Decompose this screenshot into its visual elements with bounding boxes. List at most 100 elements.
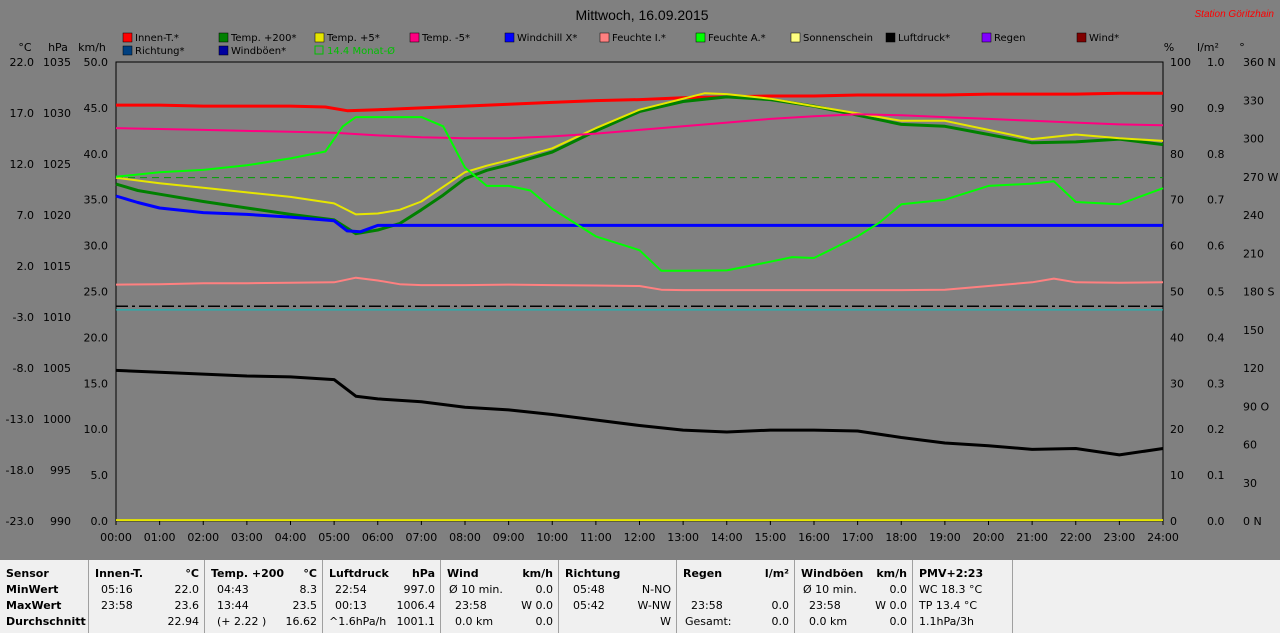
- y-tick-label: 0.2: [1207, 423, 1225, 436]
- legend-swatch: [885, 32, 896, 43]
- stats-cell: 22.94: [167, 615, 200, 628]
- stats-innen: Innen-T. °C 05:16 22.0 23:58 23.6 22.94: [88, 560, 205, 633]
- legend-label: Feuchte I.*: [612, 33, 666, 44]
- weather-chart: Mittwoch, 16.09.2015 Station Göritzhain …: [0, 0, 1280, 558]
- y-tick-label: 5.0: [91, 469, 109, 482]
- stats-cell: Gesamt:: [685, 615, 732, 628]
- stats-cell: 05:48: [573, 583, 605, 596]
- stats-innen-unit: °C: [185, 567, 199, 580]
- y-tick-label: 15.0: [84, 377, 109, 390]
- stats-cell: 23:58: [101, 599, 133, 612]
- y-tick-label: 7.0: [17, 209, 35, 222]
- x-tick-label: 02:00: [187, 531, 219, 544]
- stats-cell: N-NO: [641, 583, 671, 596]
- legend-swatch: [1076, 32, 1087, 43]
- y-tick-label: 240: [1243, 209, 1264, 222]
- legend-label: Luftdruck*: [898, 33, 950, 44]
- legend-label: Temp. -5*: [421, 33, 470, 44]
- y-tick-label: 0.8: [1207, 148, 1225, 161]
- x-tick-label: 05:00: [318, 531, 350, 544]
- temp-unit-label: °C: [18, 41, 32, 54]
- humidity-unit-label: %: [1164, 41, 1174, 54]
- stats-cell: W 0.0: [875, 599, 907, 612]
- x-tick-label: 21:00: [1016, 531, 1048, 544]
- wind-unit-label: km/h: [78, 41, 106, 54]
- stats-cell: 23.6: [174, 599, 200, 612]
- y-tick-label: -8.0: [13, 362, 34, 375]
- y-tick-label: 0.0: [91, 515, 109, 528]
- stats-cell: 0.0: [889, 583, 908, 596]
- stats-label-avg: Durchschnitt: [6, 615, 86, 628]
- stats-wind: Wind km/h Ø 10 min. 0.0 23:58 W 0.0 0.0 km 0…: [440, 560, 559, 633]
- x-tick-label: 12:00: [624, 531, 656, 544]
- stats-cell: 0.0: [535, 615, 554, 628]
- y-tick-label: 1015: [43, 260, 71, 273]
- y-tick-label: 0.3: [1207, 377, 1225, 390]
- stats-cell: Ø 10 min.: [449, 583, 503, 596]
- y-tick-label: 100: [1170, 56, 1191, 69]
- legend-swatch: [122, 32, 133, 43]
- legend-swatch: [218, 45, 229, 56]
- legend-swatch: [218, 32, 229, 43]
- legend-swatch: [504, 32, 515, 43]
- stats-label-sensor: Sensor: [6, 567, 49, 580]
- stats-innen-title: Innen-T.: [95, 567, 144, 580]
- y-tick-label: 0: [1170, 515, 1177, 528]
- y-tick-label: -23.0: [6, 515, 34, 528]
- legend-swatch: [409, 32, 420, 43]
- y-tick-label: 40.0: [84, 148, 109, 161]
- x-tick-label: 07:00: [406, 531, 438, 544]
- stats-cell: WC 18.3 °C: [919, 583, 983, 596]
- stats-cell: 0.0 km: [455, 615, 494, 628]
- y-tick-label: 60: [1243, 439, 1257, 452]
- stats-temp200-unit: °C: [303, 567, 317, 580]
- y-tick-label: 90 O: [1243, 400, 1269, 413]
- y-tick-label: 1000: [43, 413, 71, 426]
- axis-unit-labels: °C hPa km/h % l/m² °: [18, 41, 1244, 54]
- stats-cell: 23:58: [455, 599, 487, 612]
- stats-cell: 0.0: [535, 583, 554, 596]
- x-tick-label: 22:00: [1060, 531, 1092, 544]
- y-tick-label: 1030: [43, 107, 71, 120]
- y-tick-label: 22.0: [10, 56, 35, 69]
- y-tick-label: 180 S: [1243, 286, 1274, 299]
- legend-label: Wind*: [1089, 33, 1119, 44]
- y-tick-label: 270 W: [1243, 171, 1278, 184]
- series-line: [115, 276, 1164, 292]
- stats-temp200: Temp. +200 °C 04:43 8.3 13:44 23.5 (+ 2.22 …: [204, 560, 323, 633]
- y-tick-label: 35.0: [84, 194, 109, 207]
- y-tick-label: -18.0: [6, 464, 34, 477]
- legend-label: Feuchte A.*: [708, 33, 766, 44]
- y-tick-label: 1025: [43, 158, 71, 171]
- y-tick-label: 300: [1243, 133, 1264, 146]
- legend-label: 14.4 Monat-Ø: [327, 45, 395, 57]
- stats-cell: TP 13.4 °C: [919, 599, 978, 612]
- stats-cell: 23:58: [691, 599, 723, 612]
- stats-cell: (+ 2.22 ): [217, 615, 267, 628]
- series-line: [115, 113, 1164, 140]
- y-tick-label: 20.0: [84, 331, 109, 344]
- y-tick-label: 0.9: [1207, 102, 1225, 115]
- pressure-unit-label: hPa: [48, 41, 68, 54]
- stats-cell: ^1.6hPa/h: [329, 615, 387, 628]
- stats-windboeen-title: Windböen: [801, 567, 864, 580]
- stats-windboeen-unit: km/h: [876, 567, 907, 580]
- y-tick-label: 80: [1170, 148, 1184, 161]
- stats-label-min: MinWert: [6, 583, 59, 596]
- stats-regen: Regen l/m² 23:58 0.0 Gesamt: 0.0: [676, 560, 795, 633]
- series-line: [115, 116, 1164, 272]
- series-line: [115, 92, 1164, 216]
- legend-swatch: [314, 45, 324, 55]
- stats-cell: Ø 10 min.: [803, 583, 857, 596]
- stats-cell: 0.0 km: [809, 615, 848, 628]
- direction-unit-label: °: [1239, 41, 1245, 54]
- y-tick-label: 50: [1170, 286, 1184, 299]
- y-tick-label: 30: [1243, 477, 1257, 490]
- stats-regen-unit: l/m²: [764, 567, 789, 580]
- y-tick-label: 30: [1170, 377, 1184, 390]
- stats-cell: W-NW: [637, 599, 671, 612]
- legend-label: Regen: [994, 33, 1026, 44]
- series-line: [115, 95, 1164, 236]
- x-tick-label: 10:00: [536, 531, 568, 544]
- x-tick-label: 00:00: [100, 531, 132, 544]
